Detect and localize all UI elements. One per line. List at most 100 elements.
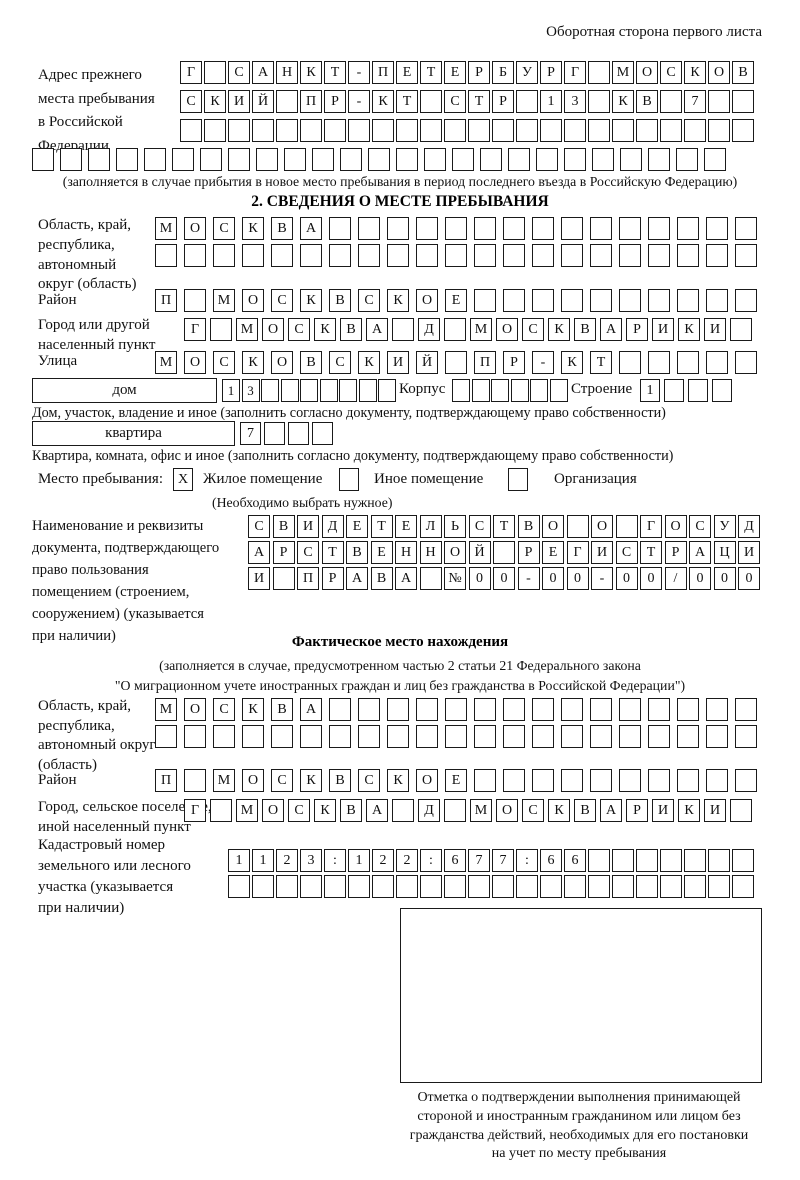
char-cell[interactable] bbox=[688, 379, 708, 402]
char-cell[interactable]: О bbox=[242, 289, 264, 312]
char-cell[interactable]: В bbox=[732, 61, 754, 84]
char-cell[interactable]: П bbox=[155, 769, 177, 792]
char-cell[interactable] bbox=[444, 318, 466, 341]
char-cell[interactable]: О bbox=[416, 289, 438, 312]
char-cell[interactable]: В bbox=[574, 799, 596, 822]
char-cell[interactable]: Р bbox=[540, 61, 562, 84]
char-cell[interactable] bbox=[368, 148, 390, 171]
char-cell[interactable] bbox=[732, 875, 754, 898]
char-cell[interactable] bbox=[392, 799, 414, 822]
char-cell[interactable] bbox=[730, 799, 752, 822]
char-cell[interactable] bbox=[540, 119, 562, 142]
char-cell[interactable] bbox=[324, 119, 346, 142]
char-cell[interactable]: В bbox=[340, 318, 362, 341]
checkbox-zhiloe[interactable]: X bbox=[173, 468, 193, 491]
char-cell[interactable]: М bbox=[213, 289, 235, 312]
char-cell[interactable]: С bbox=[522, 318, 544, 341]
char-cell[interactable]: О bbox=[242, 769, 264, 792]
char-cell[interactable]: М bbox=[236, 318, 258, 341]
char-cell[interactable] bbox=[706, 217, 728, 240]
char-cell[interactable] bbox=[730, 318, 752, 341]
char-cell[interactable]: 0 bbox=[542, 567, 564, 590]
char-cell[interactable] bbox=[590, 769, 612, 792]
char-cell[interactable] bbox=[396, 148, 418, 171]
char-cell[interactable] bbox=[735, 769, 757, 792]
char-cell[interactable]: К bbox=[678, 318, 700, 341]
char-cell[interactable]: Г bbox=[640, 515, 662, 538]
char-cell[interactable]: Т bbox=[370, 515, 393, 538]
char-cell[interactable] bbox=[592, 148, 614, 171]
char-cell[interactable] bbox=[612, 875, 634, 898]
char-cell[interactable] bbox=[619, 289, 641, 312]
char-cell[interactable]: О bbox=[708, 61, 730, 84]
char-cell[interactable]: Р bbox=[626, 318, 648, 341]
char-cell[interactable] bbox=[588, 90, 610, 113]
char-cell[interactable]: : bbox=[420, 849, 442, 872]
char-cell[interactable] bbox=[155, 244, 177, 267]
char-cell[interactable]: № bbox=[444, 567, 466, 590]
char-cell[interactable] bbox=[300, 725, 322, 748]
char-cell[interactable] bbox=[474, 217, 496, 240]
char-cell[interactable] bbox=[676, 148, 698, 171]
char-cell[interactable]: Е bbox=[396, 61, 418, 84]
char-cell[interactable]: 2 bbox=[372, 849, 394, 872]
char-cell[interactable] bbox=[256, 148, 278, 171]
char-cell[interactable] bbox=[648, 148, 670, 171]
char-cell[interactable] bbox=[660, 90, 682, 113]
char-cell[interactable]: Р bbox=[492, 90, 514, 113]
char-cell[interactable]: К bbox=[242, 698, 264, 721]
char-cell[interactable]: 1 bbox=[348, 849, 370, 872]
char-cell[interactable]: Т bbox=[324, 61, 346, 84]
char-cell[interactable] bbox=[474, 244, 496, 267]
char-cell[interactable]: Р bbox=[324, 90, 346, 113]
char-cell[interactable]: И bbox=[704, 318, 726, 341]
char-cell[interactable]: - bbox=[532, 351, 554, 374]
char-cell[interactable] bbox=[677, 289, 699, 312]
char-cell[interactable]: : bbox=[324, 849, 346, 872]
char-cell[interactable] bbox=[619, 725, 641, 748]
char-cell[interactable] bbox=[706, 725, 728, 748]
char-cell[interactable] bbox=[708, 119, 730, 142]
char-cell[interactable]: К bbox=[300, 61, 322, 84]
char-cell[interactable] bbox=[648, 289, 670, 312]
char-cell[interactable]: Й bbox=[468, 541, 491, 564]
char-cell[interactable] bbox=[706, 698, 728, 721]
char-cell[interactable] bbox=[684, 875, 706, 898]
char-cell[interactable] bbox=[549, 379, 568, 402]
char-cell[interactable] bbox=[516, 90, 538, 113]
char-cell[interactable]: В bbox=[517, 515, 540, 538]
char-cell[interactable]: 0 bbox=[468, 567, 491, 590]
char-cell[interactable]: М bbox=[236, 799, 258, 822]
char-cell[interactable] bbox=[372, 119, 394, 142]
char-cell[interactable]: Ц bbox=[713, 541, 736, 564]
char-cell[interactable] bbox=[271, 244, 293, 267]
char-cell[interactable] bbox=[619, 351, 641, 374]
char-cell[interactable]: М bbox=[612, 61, 634, 84]
char-cell[interactable] bbox=[491, 379, 509, 402]
char-cell[interactable]: К bbox=[314, 799, 336, 822]
char-cell[interactable] bbox=[712, 379, 732, 402]
char-cell[interactable]: - bbox=[517, 567, 540, 590]
char-cell[interactable] bbox=[704, 148, 726, 171]
char-cell[interactable]: 0 bbox=[738, 567, 760, 590]
char-cell[interactable] bbox=[619, 217, 641, 240]
char-cell[interactable]: О bbox=[542, 515, 564, 538]
char-cell[interactable] bbox=[480, 148, 502, 171]
char-cell[interactable] bbox=[516, 875, 538, 898]
char-cell[interactable]: О bbox=[496, 799, 518, 822]
char-cell[interactable] bbox=[312, 422, 333, 445]
char-cell[interactable]: С bbox=[271, 769, 293, 792]
char-cell[interactable]: К bbox=[372, 90, 394, 113]
char-cell[interactable]: С bbox=[228, 61, 250, 84]
char-cell[interactable]: Е bbox=[444, 61, 466, 84]
char-cell[interactable] bbox=[319, 379, 338, 402]
char-cell[interactable] bbox=[387, 244, 409, 267]
char-cell[interactable]: И bbox=[248, 567, 270, 590]
char-cell[interactable] bbox=[378, 379, 396, 402]
char-cell[interactable]: : bbox=[516, 849, 538, 872]
char-cell[interactable] bbox=[735, 698, 757, 721]
char-cell[interactable]: П bbox=[297, 567, 319, 590]
char-cell[interactable] bbox=[516, 119, 538, 142]
char-cell[interactable] bbox=[116, 148, 138, 171]
char-cell[interactable] bbox=[735, 289, 757, 312]
